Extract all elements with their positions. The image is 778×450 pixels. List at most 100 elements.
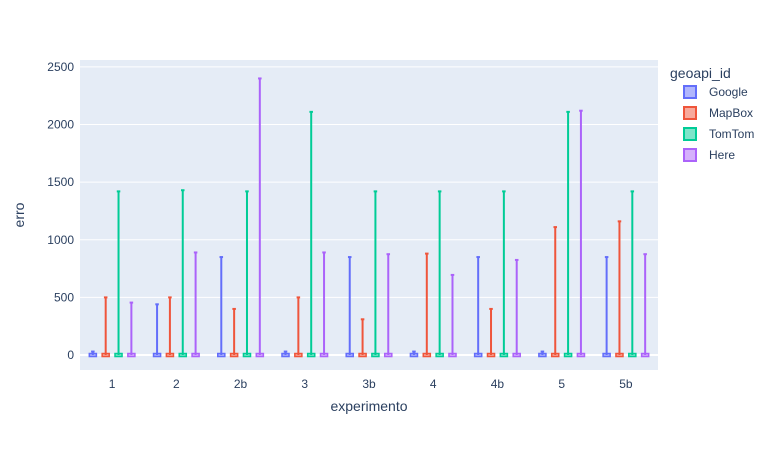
- box-body: [371, 352, 380, 358]
- legend-swatch: [683, 106, 697, 120]
- box-body: [435, 352, 444, 358]
- box-here-2b[interactable]: [255, 77, 265, 358]
- box-google-3b[interactable]: [345, 256, 355, 358]
- box-here-3[interactable]: [319, 251, 329, 358]
- x-tick-label: 3: [301, 377, 308, 391]
- x-tick-label: 1: [109, 377, 116, 391]
- box-body: [88, 352, 98, 358]
- y-tick-labels: 0 500 1000 1500 2000 2500: [47, 60, 74, 362]
- y-tick-label: 500: [54, 290, 74, 304]
- box-here-2[interactable]: [191, 251, 200, 358]
- legend-label: MapBox: [709, 106, 753, 120]
- box-mapbox-3[interactable]: [294, 296, 303, 358]
- box-google-4[interactable]: [409, 350, 419, 358]
- box-mapbox-2b[interactable]: [229, 307, 239, 358]
- box-body: [178, 352, 188, 358]
- box-google-2b[interactable]: [217, 256, 226, 358]
- box-body: [448, 352, 457, 358]
- x-tick-labels: 1 2 2b 3 3b 4 4b 5 5b: [109, 377, 633, 391]
- box-body: [473, 352, 483, 358]
- box-body: [383, 352, 393, 358]
- box-body: [306, 352, 316, 358]
- box-body: [538, 352, 547, 358]
- legend-label: Google: [709, 85, 748, 99]
- box-tomtom-3[interactable]: [306, 110, 316, 358]
- box-body: [114, 352, 123, 358]
- box-tomtom-2[interactable]: [178, 189, 188, 358]
- box-mapbox-4[interactable]: [422, 252, 432, 358]
- box-body: [242, 352, 252, 358]
- box-here-3b[interactable]: [383, 253, 393, 358]
- box-mapbox-1[interactable]: [101, 296, 110, 358]
- grid-lines: [80, 66, 658, 357]
- box-tomtom-1[interactable]: [114, 190, 123, 358]
- legend-swatch: [683, 127, 697, 141]
- legend-item-here[interactable]: Here: [683, 148, 735, 162]
- x-tick-label: 4b: [491, 377, 505, 391]
- box-body: [191, 352, 200, 358]
- box-here-4b[interactable]: [512, 258, 521, 358]
- y-tick-label: 2500: [47, 60, 74, 74]
- box-google-5b[interactable]: [602, 256, 611, 358]
- legend-swatch: [683, 148, 697, 162]
- box-here-1[interactable]: [127, 301, 136, 358]
- box-google-4b[interactable]: [473, 256, 483, 358]
- legend-item-mapbox[interactable]: MapBox: [683, 106, 753, 120]
- box-google-3[interactable]: [281, 350, 290, 358]
- legend-title: geoapi_id: [670, 65, 731, 81]
- box-here-4[interactable]: [448, 273, 457, 358]
- box-body: [602, 352, 611, 358]
- plot-background: [80, 60, 658, 370]
- y-tick-label: 1000: [47, 233, 74, 247]
- box-body: [486, 352, 496, 358]
- box-body: [345, 352, 355, 358]
- box-body: [294, 352, 303, 358]
- box-tomtom-2b[interactable]: [242, 190, 252, 358]
- box-series: [88, 77, 650, 358]
- box-body: [229, 352, 239, 358]
- box-body: [640, 352, 650, 358]
- box-body: [358, 352, 367, 358]
- box-body: [550, 352, 560, 358]
- y-tick-label: 1500: [47, 175, 74, 189]
- box-mapbox-5[interactable]: [550, 226, 560, 358]
- x-tick-label: 2b: [234, 377, 248, 391]
- box-mapbox-2[interactable]: [165, 296, 175, 358]
- box-body: [409, 352, 419, 358]
- y-axis-title: erro: [11, 202, 27, 227]
- box-body: [127, 352, 136, 358]
- box-tomtom-5b[interactable]: [628, 190, 637, 358]
- legend-item-tomtom[interactable]: TomTom: [683, 127, 754, 141]
- box-google-2[interactable]: [152, 303, 162, 358]
- box-body: [628, 352, 637, 358]
- box-body: [319, 352, 329, 358]
- box-tomtom-4b[interactable]: [499, 190, 509, 358]
- legend-label: Here: [709, 148, 735, 162]
- box-body: [499, 352, 509, 358]
- x-axis-title: experimento: [330, 398, 407, 414]
- box-body: [576, 352, 586, 358]
- x-tick-label: 5b: [619, 377, 633, 391]
- box-body: [281, 352, 290, 358]
- box-body: [101, 352, 110, 358]
- y-tick-label: 2000: [47, 118, 74, 132]
- legend-item-google[interactable]: Google: [683, 85, 748, 99]
- x-tick-label: 4: [430, 377, 437, 391]
- box-body: [165, 352, 175, 358]
- box-here-5b[interactable]: [640, 253, 650, 358]
- box-google-5[interactable]: [538, 350, 547, 358]
- box-mapbox-4b[interactable]: [486, 307, 496, 358]
- box-tomtom-3b[interactable]: [371, 190, 380, 358]
- box-tomtom-4[interactable]: [435, 190, 444, 358]
- box-body: [152, 352, 162, 358]
- box-body: [217, 352, 226, 358]
- box-body: [255, 352, 265, 358]
- box-mapbox-5b[interactable]: [615, 220, 624, 358]
- box-tomtom-5[interactable]: [563, 110, 573, 358]
- legend-label: TomTom: [709, 127, 754, 141]
- legend[interactable]: Google MapBox TomTom Here: [683, 85, 754, 162]
- box-mapbox-3b[interactable]: [358, 318, 367, 358]
- box-google-1[interactable]: [88, 350, 98, 358]
- box-here-5[interactable]: [576, 109, 586, 358]
